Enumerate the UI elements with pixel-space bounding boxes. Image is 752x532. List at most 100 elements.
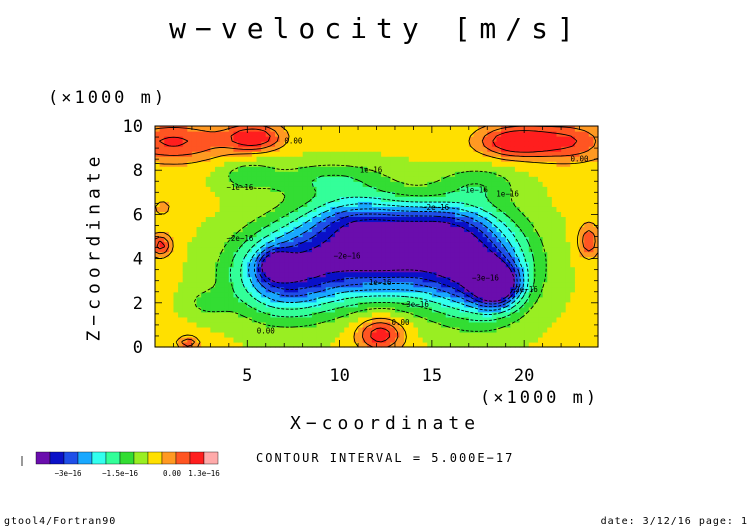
contour-cell bbox=[219, 191, 225, 197]
contour-cell bbox=[284, 301, 290, 308]
contour-cell bbox=[191, 316, 198, 323]
contour-cell bbox=[556, 316, 562, 323]
contour-cell bbox=[533, 196, 539, 202]
contour-cell bbox=[293, 161, 299, 167]
contour-cell bbox=[510, 241, 516, 248]
contour-cell bbox=[362, 161, 368, 167]
contour-cell bbox=[473, 146, 479, 152]
contour-cell bbox=[205, 336, 211, 343]
contour-cell bbox=[473, 231, 479, 238]
contour-cell bbox=[588, 176, 594, 182]
contour-cell bbox=[431, 216, 438, 223]
contour-cell bbox=[247, 251, 253, 258]
contour-cell bbox=[533, 216, 539, 223]
contour-cell bbox=[242, 166, 248, 172]
contour-cell bbox=[256, 196, 262, 202]
contour-cell bbox=[330, 221, 336, 228]
contour-cell bbox=[574, 186, 581, 192]
contour-cell bbox=[214, 206, 221, 212]
contour-cell bbox=[358, 331, 364, 338]
contour-cell bbox=[514, 336, 521, 343]
contour-cell bbox=[339, 311, 345, 318]
contour-cell bbox=[505, 221, 511, 228]
contour-cell bbox=[358, 126, 364, 132]
contour-cell bbox=[228, 151, 235, 157]
contour-cell bbox=[431, 191, 438, 197]
contour-cell bbox=[330, 211, 336, 218]
contour-cell bbox=[284, 296, 290, 303]
contour-cell bbox=[284, 141, 290, 147]
contour-cell bbox=[168, 171, 175, 177]
contour-cell bbox=[293, 306, 299, 313]
contour-cell bbox=[178, 216, 184, 223]
contour-cell bbox=[496, 286, 502, 293]
contour-cell bbox=[381, 131, 387, 137]
contour-cell bbox=[445, 126, 451, 132]
contour-cell bbox=[556, 266, 562, 273]
contour-cell bbox=[404, 146, 410, 152]
contour-cell bbox=[524, 321, 530, 328]
contour-cell bbox=[385, 266, 391, 273]
contour-cell bbox=[385, 211, 391, 218]
contour-cell bbox=[362, 246, 368, 253]
contour-cell bbox=[588, 291, 594, 298]
contour-cell bbox=[450, 166, 456, 172]
contour-cell bbox=[187, 136, 193, 142]
contour-cell bbox=[385, 281, 391, 288]
contour-cell bbox=[164, 316, 170, 323]
contour-cell bbox=[422, 261, 428, 268]
contour-cell bbox=[348, 261, 355, 268]
contour-cell bbox=[334, 326, 341, 333]
contour-cell bbox=[251, 211, 258, 218]
contour-cell bbox=[579, 276, 585, 283]
contour-cell bbox=[399, 196, 405, 202]
contour-cell bbox=[533, 266, 539, 273]
contour-cell bbox=[238, 331, 244, 338]
contour-cell bbox=[519, 336, 525, 343]
contour-cell bbox=[593, 186, 599, 192]
contour-label: −2e−16 bbox=[333, 252, 361, 261]
contour-cell bbox=[491, 191, 498, 197]
contour-cell bbox=[431, 296, 438, 303]
contour-cell bbox=[501, 316, 507, 323]
contour-cell bbox=[261, 146, 267, 152]
contour-cell bbox=[454, 341, 461, 348]
contour-cell bbox=[274, 311, 281, 318]
contour-cell bbox=[574, 156, 581, 162]
contour-cell bbox=[293, 211, 299, 218]
contour-cell bbox=[593, 146, 599, 152]
contour-cell bbox=[219, 216, 225, 223]
contour-cell bbox=[528, 286, 534, 293]
contour-cell bbox=[362, 236, 368, 243]
contour-cell bbox=[538, 321, 544, 328]
contour-cell bbox=[473, 161, 479, 167]
contour-cell bbox=[570, 196, 576, 202]
contour-cell bbox=[164, 221, 170, 228]
contour-cell bbox=[274, 246, 281, 253]
contour-cell bbox=[178, 246, 184, 253]
contour-cell bbox=[284, 126, 290, 132]
contour-cell bbox=[588, 151, 594, 157]
contour-cell bbox=[584, 326, 590, 333]
contour-cell bbox=[459, 281, 465, 288]
contour-cell bbox=[210, 261, 216, 268]
contour-cell bbox=[293, 241, 299, 248]
contour-cell bbox=[385, 336, 391, 343]
contour-cell bbox=[561, 211, 567, 218]
contour-cell bbox=[394, 246, 401, 253]
contour-cell bbox=[344, 326, 350, 333]
contour-cell bbox=[478, 141, 484, 147]
contour-cell bbox=[584, 276, 590, 283]
contour-cell bbox=[584, 261, 590, 268]
contour-cell bbox=[468, 136, 474, 142]
contour-cell bbox=[422, 271, 428, 278]
contour-cell bbox=[265, 196, 271, 202]
contour-cell bbox=[399, 131, 405, 137]
contour-cell bbox=[339, 226, 345, 233]
contour-cell bbox=[196, 306, 202, 313]
contour-cell bbox=[408, 196, 415, 202]
contour-cell bbox=[284, 196, 290, 202]
contour-cell bbox=[334, 311, 341, 318]
contour-cell bbox=[381, 231, 387, 238]
